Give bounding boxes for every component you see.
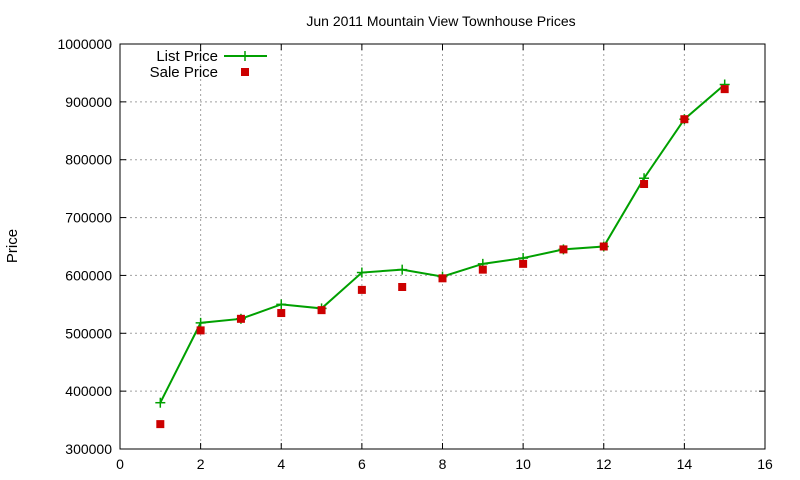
list-price-point-1 [195,317,206,328]
legend-label-sale-price: Sale Price [150,64,218,81]
x-tick-label-2: 4 [277,456,285,472]
axis-ticks: 300000 400000 500000 600000 700000 800000 9000… [57,36,773,472]
y-tick-label-6: 900000 [65,94,112,110]
sale-price-point-13 [680,115,689,124]
list-price-point-5 [356,267,367,278]
sale-price-point-12 [640,180,649,189]
legend-marker-list-price [240,51,250,61]
sale-price-point-10 [559,245,568,254]
sale-price-point-4 [317,306,326,315]
legend-marker-sale-price [241,68,249,76]
y-tick-label-1: 400000 [65,383,112,399]
x-tick-label-6: 12 [596,456,612,472]
y-tick-label-0: 300000 [65,441,112,457]
sale-price-point-6 [398,283,407,291]
x-tick-label-3: 6 [358,456,366,472]
x-tick-label-0: 0 [116,456,124,472]
sale-price-point-2 [236,314,245,323]
grid [120,44,765,449]
sale-price-point-11 [599,242,608,251]
plot-area [155,79,730,429]
y-tick-label-3: 600000 [65,267,112,283]
y-tick-label-5: 800000 [65,152,112,168]
x-tick-label-1: 2 [197,456,205,472]
x-tick-label-5: 10 [515,456,531,472]
y-tick-label-7: 1000000 [57,36,112,52]
sale-price-point-1 [196,326,205,335]
sale-price-point-7 [438,274,447,283]
x-tick-label-8: 16 [757,456,773,472]
y-tick-label-4: 700000 [65,210,112,226]
chart-title: Jun 2011 Mountain View Townhouse Prices [306,13,575,29]
sale-price-point-3 [277,309,286,318]
x-tick-label-4: 8 [439,456,447,472]
list-price-point-6 [397,264,408,275]
y-tick-label-2: 500000 [65,325,112,341]
sale-price-point-0 [156,420,165,429]
list-price-point-3 [276,299,287,310]
plot-frame [119,43,766,450]
sale-price-point-9 [519,259,528,268]
sale-price-point-5 [357,285,366,294]
y-axis-title: Price [4,229,21,263]
sale-price-point-8 [478,265,487,274]
legend-label-list-price: List Price [156,48,218,65]
sale-price-point-14 [720,85,729,94]
x-tick-label-7: 14 [677,456,693,472]
list-price-point-0 [155,397,166,408]
